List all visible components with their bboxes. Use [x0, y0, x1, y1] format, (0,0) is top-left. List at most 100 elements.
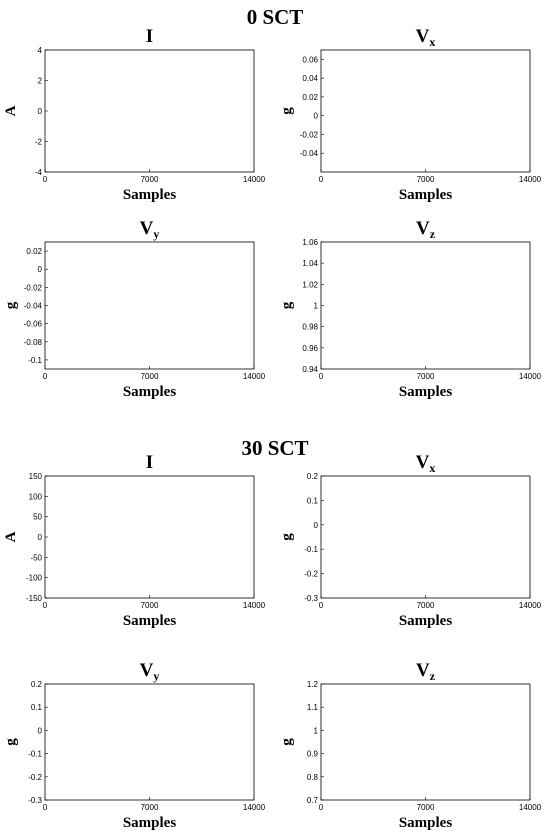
y-tick-label: 1 — [314, 302, 319, 311]
y-tick-label: 0 — [38, 265, 43, 274]
y-tick-label: 1.06 — [302, 238, 318, 247]
chart-panel: 0 7000 14000 0.94 0.96 0.98 1 1.02 1.04 1.06 Vz Sam… — [279, 218, 542, 400]
x-axis-label: Samples — [123, 187, 177, 203]
panel-title: Vz — [416, 218, 436, 241]
x-tick-label: 14000 — [243, 803, 266, 812]
x-tick-label: 7000 — [417, 372, 435, 381]
chart-panels: 0 7000 14000 -4 -2 0 2 4 I Samples A 0 7000 14000 -0.0… — [3, 26, 542, 831]
plot-frame — [320, 49, 531, 173]
y-tick-label: -0.1 — [304, 545, 318, 554]
x-axis-label: Samples — [399, 187, 453, 203]
panel-title-subscript: y — [153, 669, 159, 683]
y-tick-label: 1.02 — [302, 280, 318, 289]
y-tick-label: 1.1 — [307, 703, 319, 712]
x-tick-label: 14000 — [519, 175, 542, 184]
x-tick-label: 0 — [43, 803, 48, 812]
x-axis-label: Samples — [123, 815, 177, 831]
y-tick-label: -0.1 — [28, 750, 42, 759]
y-tick-label: 0 — [38, 533, 43, 542]
x-tick-label: 7000 — [141, 803, 159, 812]
y-tick-label: 2 — [38, 77, 43, 86]
x-tick-label: 0 — [319, 372, 324, 381]
y-tick-label: 0 — [314, 112, 319, 121]
y-tick-label: 0.2 — [307, 472, 319, 481]
y-tick-label: 0 — [38, 107, 43, 116]
y-tick-label: -0.04 — [300, 149, 319, 158]
panel-title-subscript: x — [429, 461, 435, 475]
y-axis-label: A — [3, 105, 19, 116]
y-tick-label: 4 — [38, 46, 43, 55]
y-tick-label: -0.04 — [24, 302, 43, 311]
y-tick-label: 0.8 — [307, 773, 319, 782]
y-tick-label: 0 — [314, 521, 319, 530]
panel-title: Vx — [416, 26, 436, 49]
y-tick-label: 0 — [38, 726, 43, 735]
x-axis-label: Samples — [123, 384, 177, 400]
y-tick-label: 0.02 — [26, 247, 42, 256]
y-tick-label: 0.98 — [302, 323, 318, 332]
x-tick-label: 7000 — [141, 601, 159, 610]
x-axis-label: Samples — [399, 613, 453, 629]
y-tick-label: -0.1 — [28, 356, 42, 365]
panel-title: I — [146, 452, 153, 473]
x-tick-label: 14000 — [519, 601, 542, 610]
panel-title-subscript: x — [429, 35, 435, 49]
y-tick-label: 0.1 — [31, 703, 43, 712]
y-tick-label: 1 — [314, 726, 319, 735]
y-tick-label: -0.06 — [24, 320, 43, 329]
x-tick-label: 7000 — [417, 175, 435, 184]
x-tick-label: 14000 — [519, 372, 542, 381]
x-tick-label: 14000 — [243, 175, 266, 184]
plot-frame — [44, 683, 255, 801]
x-tick-label: 14000 — [243, 601, 266, 610]
y-tick-label: 100 — [29, 492, 43, 501]
x-tick-label: 7000 — [141, 175, 159, 184]
y-tick-label: 0.1 — [307, 496, 319, 505]
panel-title: Vx — [416, 452, 436, 475]
x-axis-label: Samples — [399, 815, 453, 831]
y-tick-label: 0.02 — [302, 93, 318, 102]
x-tick-label: 0 — [319, 601, 324, 610]
y-axis-label: A — [3, 531, 19, 542]
y-tick-label: -0.3 — [28, 796, 42, 805]
y-tick-label: -2 — [35, 138, 43, 147]
x-axis-label: Samples — [123, 613, 177, 629]
panel-title: Vy — [140, 660, 160, 683]
y-axis-label: g — [279, 738, 295, 746]
x-tick-label: 0 — [319, 803, 324, 812]
y-tick-label: 0.2 — [31, 680, 43, 689]
x-tick-label: 0 — [319, 175, 324, 184]
y-tick-label: 1.2 — [307, 680, 319, 689]
panel-title-subscript: z — [430, 227, 436, 241]
section-title-30sct: 30 SCT — [241, 436, 308, 460]
x-tick-label: 0 — [43, 175, 48, 184]
x-tick-label: 7000 — [141, 372, 159, 381]
y-tick-label: 0.06 — [302, 55, 318, 64]
x-axis-label: Samples — [399, 384, 453, 400]
y-axis-label: g — [3, 738, 19, 746]
chart-panel: 0 7000 14000 -0.04 -0.02 0 0.02 0.04 0.06 Vx Sampl… — [279, 26, 542, 203]
y-tick-label: 0.9 — [307, 750, 319, 759]
y-axis-label: g — [279, 533, 295, 541]
panel-title: Vy — [140, 218, 160, 241]
y-tick-label: 1.04 — [302, 259, 318, 268]
y-axis-label: g — [279, 107, 295, 115]
y-tick-label: -4 — [35, 168, 43, 177]
plot-frame — [44, 241, 255, 370]
y-tick-label: 0.96 — [302, 344, 318, 353]
chart-panel: 0 7000 14000 -0.3 -0.2 -0.1 0 0.1 0.2 Vy Samples g — [3, 660, 266, 831]
y-tick-label: 150 — [29, 472, 43, 481]
y-tick-label: 50 — [33, 513, 42, 522]
plot-frame — [44, 475, 255, 599]
plot-frame — [320, 475, 531, 599]
chart-panel: 0 7000 14000 -0.3 -0.2 -0.1 0 0.1 0.2 Vx Samples g — [279, 452, 542, 629]
x-tick-label: 0 — [43, 372, 48, 381]
y-tick-label: -150 — [26, 594, 43, 603]
y-axis-label: g — [3, 301, 19, 309]
panel-title-subscript: y — [153, 227, 159, 241]
chart-panel: 0 7000 14000 -4 -2 0 2 4 I Samples A — [3, 26, 266, 203]
y-tick-label: -0.02 — [300, 130, 319, 139]
chart-panel: 0 7000 14000 -0.1 -0.08 -0.06 -0.04 -0.02 0 0.02 V… — [3, 218, 266, 400]
x-tick-label: 14000 — [519, 803, 542, 812]
x-tick-label: 7000 — [417, 601, 435, 610]
